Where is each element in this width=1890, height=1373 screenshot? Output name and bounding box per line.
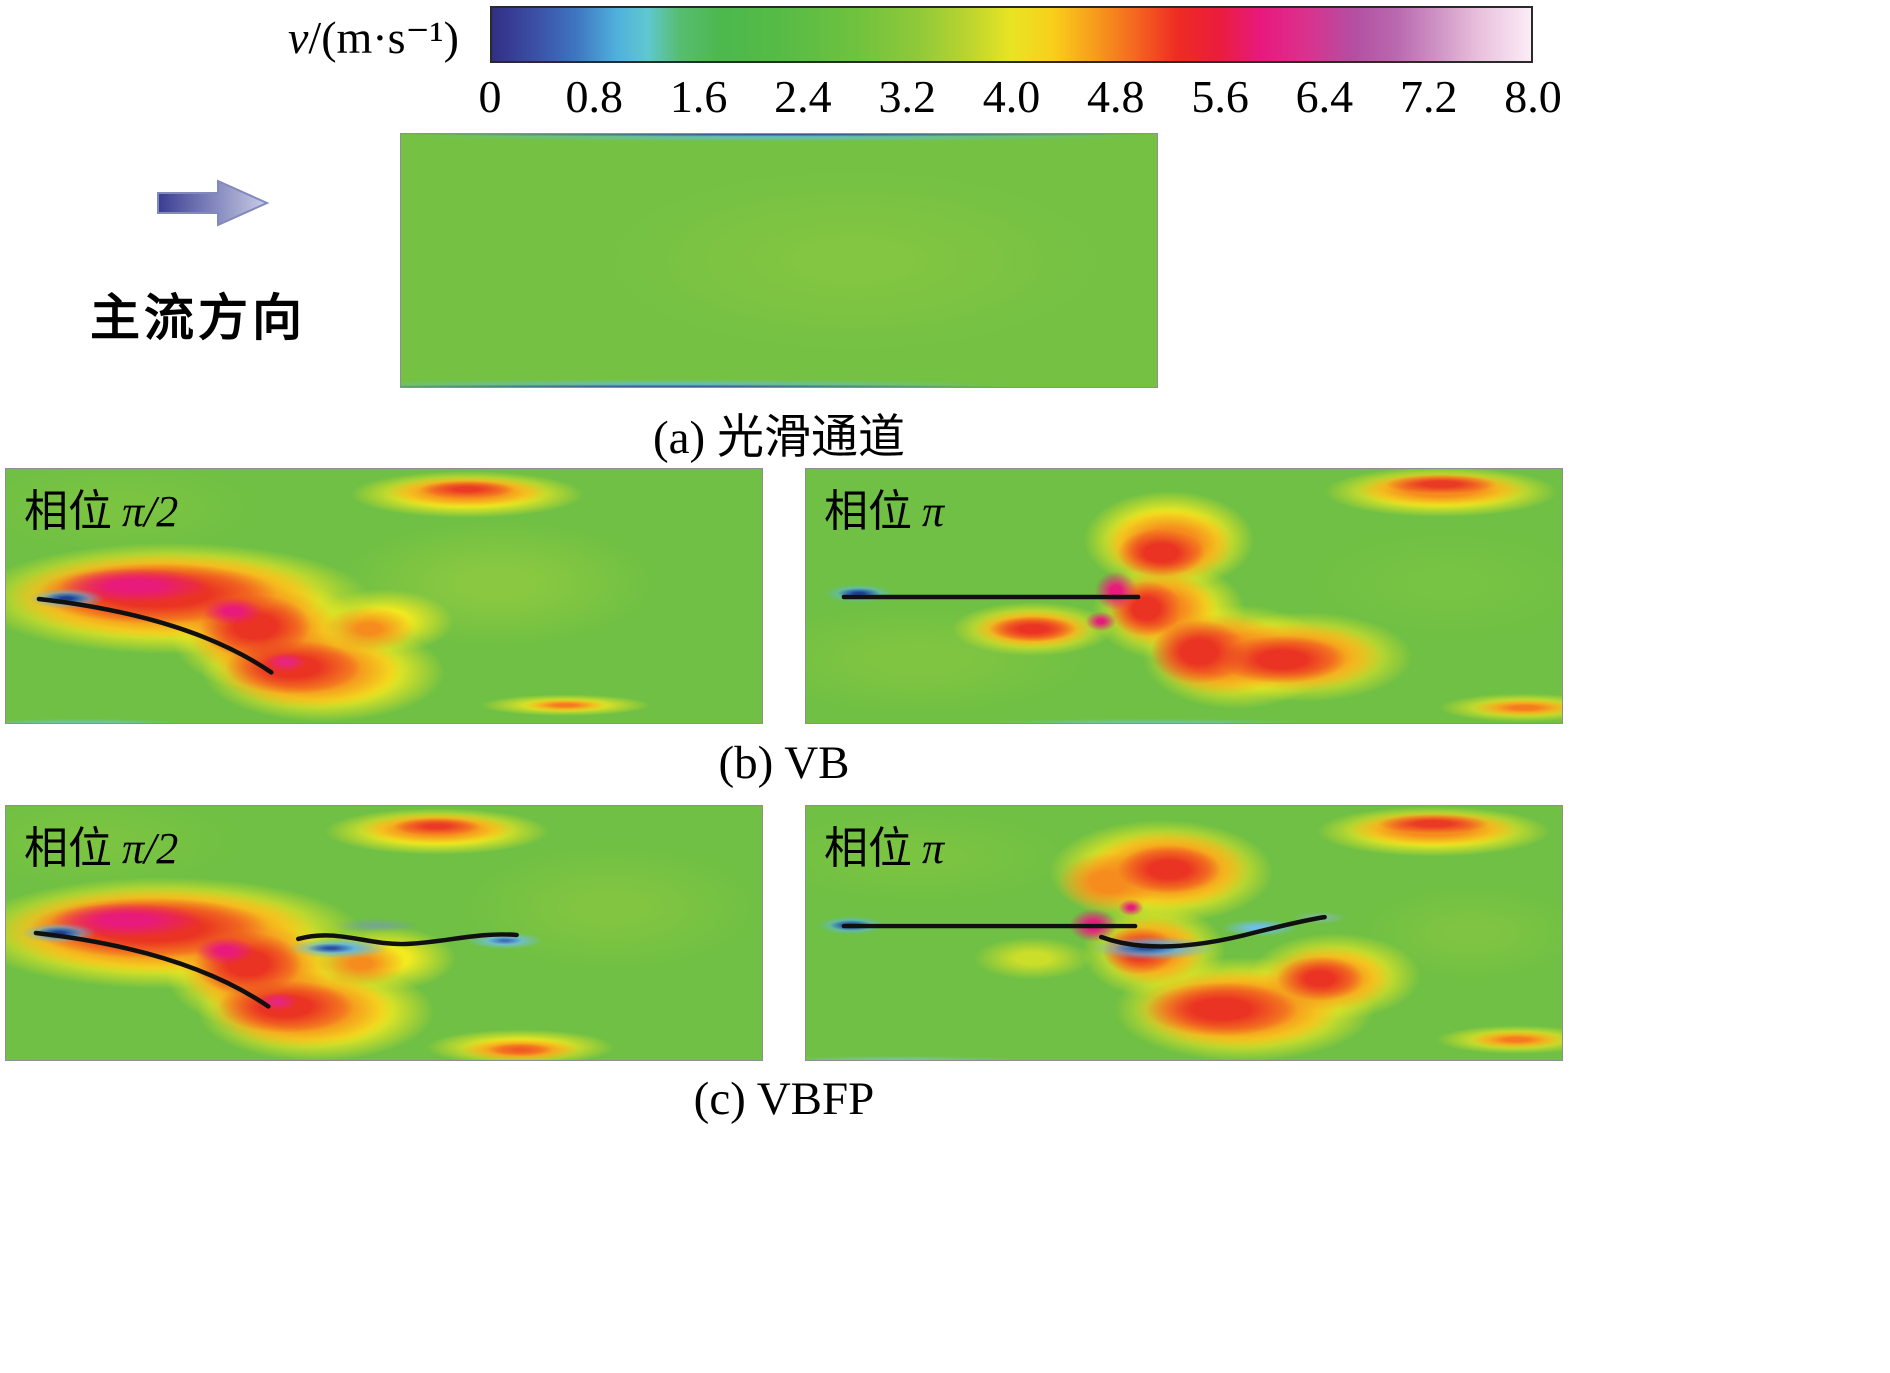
colorbar-label: v/(m·s⁻¹) — [288, 10, 459, 64]
beam-overlay — [841, 594, 1141, 600]
colorbar-tick: 6.4 — [1295, 71, 1354, 122]
colorbar-tick: 3.2 — [878, 71, 936, 122]
colorbar-tick: 4.8 — [1087, 71, 1145, 122]
panel-c-phase-pi2: 相位 π/2 — [5, 805, 763, 1061]
colorbar-tick: 0.8 — [565, 71, 624, 122]
phase-label-cjk: 相位 — [24, 824, 112, 873]
phase-label: 相位 π/2 — [24, 812, 178, 876]
flexible-plate-line — [1098, 914, 1327, 949]
flow-direction-label: 主流方向 — [90, 290, 306, 346]
phase-label-math: π/2 — [122, 487, 179, 536]
panel-b-phase-pi: 相位 π — [805, 468, 1563, 724]
beam-overlay — [841, 914, 1327, 949]
panel-b-phase-pi2: 相位 π/2 — [5, 468, 763, 724]
phase-label-math: π — [922, 487, 945, 536]
colorbar-tick: 8.0 — [1504, 71, 1562, 122]
phase-label-math: π — [922, 824, 945, 873]
phase-label-cjk: 相位 — [824, 824, 912, 873]
phase-label: 相位 π — [824, 812, 944, 876]
flexible-plate-line — [295, 932, 519, 947]
beam-overlay — [36, 596, 274, 675]
colorbar-tick: 7.2 — [1399, 71, 1458, 122]
colorbar-tick: 5.6 — [1191, 71, 1249, 122]
colorbar-tick: 0 — [478, 71, 502, 122]
colorbar-tick: 2.4 — [774, 71, 832, 122]
caption-c: (c) VBFP — [693, 1073, 875, 1125]
phase-label-cjk: 相位 — [24, 487, 112, 536]
panel-a-smooth-channel — [400, 133, 1158, 388]
phase-label: 相位 π/2 — [24, 475, 178, 539]
vibrating-beam-line — [33, 930, 271, 1009]
arrow-shape — [157, 179, 270, 227]
panel-c-phase-pi: 相位 π — [805, 805, 1563, 1061]
colorbar-tick: 1.6 — [669, 71, 728, 122]
caption-b: (b) VB — [718, 737, 850, 789]
caption-a: (a) 光滑通道 — [653, 412, 905, 464]
phase-label: 相位 π — [824, 475, 944, 539]
phase-label-math: π/2 — [122, 824, 179, 873]
colorbar-label-v: v — [288, 12, 309, 63]
colorbar-gradient — [490, 6, 1533, 63]
flow-direction-arrow — [157, 179, 270, 227]
colorbar-label-units: /(m·s⁻¹) — [308, 12, 459, 63]
colorbar-ticks: 0 0.8 1.6 2.4 3.2 4.0 4.8 5.6 6.4 7.2 8.0 — [479, 70, 1562, 124]
vibrating-beam-line — [36, 596, 274, 675]
phase-label-cjk: 相位 — [824, 487, 912, 536]
beam-overlay — [33, 930, 519, 1009]
colorbar-tick: 4.0 — [982, 71, 1041, 122]
